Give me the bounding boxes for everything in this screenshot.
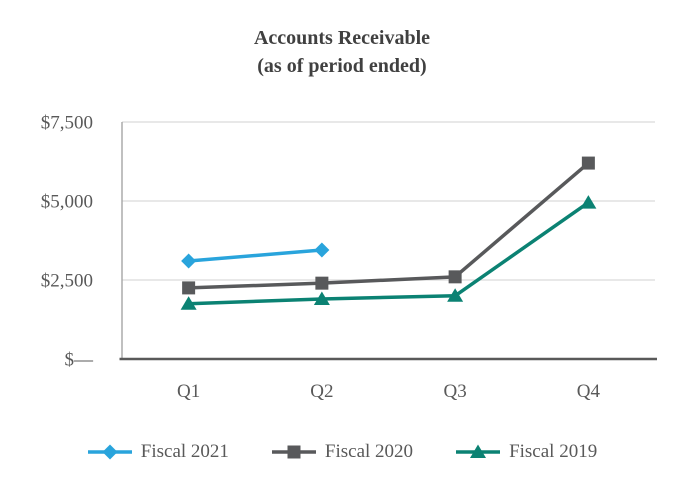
x-tick-label: Q1 [177, 381, 200, 402]
legend-marker-shape [470, 444, 487, 458]
legend-marker-shape [287, 445, 301, 459]
series-marker-fiscal-2021 [181, 253, 197, 269]
legend-label-fiscal-2021: Fiscal 2021 [140, 441, 229, 462]
chart-title-line2: (as of period ended) [257, 55, 427, 77]
y-tick-label: $2,500 [41, 271, 93, 292]
legend-item-fiscal-2020: Fiscal 2020 [271, 441, 413, 463]
legend-label-fiscal-2019: Fiscal 2019 [509, 441, 598, 462]
legend-marker-diamond-icon [87, 444, 132, 460]
series-marker-fiscal-2020 [315, 276, 329, 290]
series-marker-fiscal-2021 [314, 242, 330, 258]
x-tick-label: Q2 [310, 381, 333, 402]
legend-marker-shape [102, 444, 118, 460]
legend-item-fiscal-2021: Fiscal 2021 [87, 441, 229, 463]
chart-title: Accounts Receivable (as of period ended) [0, 24, 684, 80]
chart-legend: Fiscal 2021 Fiscal 2020 Fiscal 2019 [0, 441, 684, 463]
series-line-fiscal-2019 [186, 200, 591, 306]
legend-item-fiscal-2019: Fiscal 2019 [455, 441, 597, 463]
series-marker-fiscal-2019 [313, 291, 330, 305]
series-marker-fiscal-2020 [448, 270, 462, 284]
y-tick-label: $5,000 [41, 192, 93, 213]
legend-marker-triangle-icon [456, 444, 501, 458]
series-marker-fiscal-2020 [182, 281, 196, 295]
chart-title-line1: Accounts Receivable [253, 27, 431, 49]
plot-area: $— $2,500 $5,000 $7,500 Q1 Q2 Q3 Q4 [41, 113, 657, 402]
series-line-fiscal-2020 [186, 161, 591, 290]
series-marker-fiscal-2019 [447, 288, 464, 302]
series-line-fiscal-2021 [186, 248, 324, 263]
y-tick-label: $— [65, 350, 95, 371]
legend-marker-square-icon [271, 445, 316, 459]
series-marker-fiscal-2019 [180, 296, 197, 310]
y-tick-label: $7,500 [41, 113, 93, 134]
x-tick-label: Q4 [577, 381, 601, 402]
legend-label-fiscal-2020: Fiscal 2020 [324, 441, 414, 462]
x-tick-label: Q3 [444, 381, 467, 402]
series-marker-fiscal-2020 [581, 156, 595, 170]
series-marker-fiscal-2019 [580, 195, 597, 209]
